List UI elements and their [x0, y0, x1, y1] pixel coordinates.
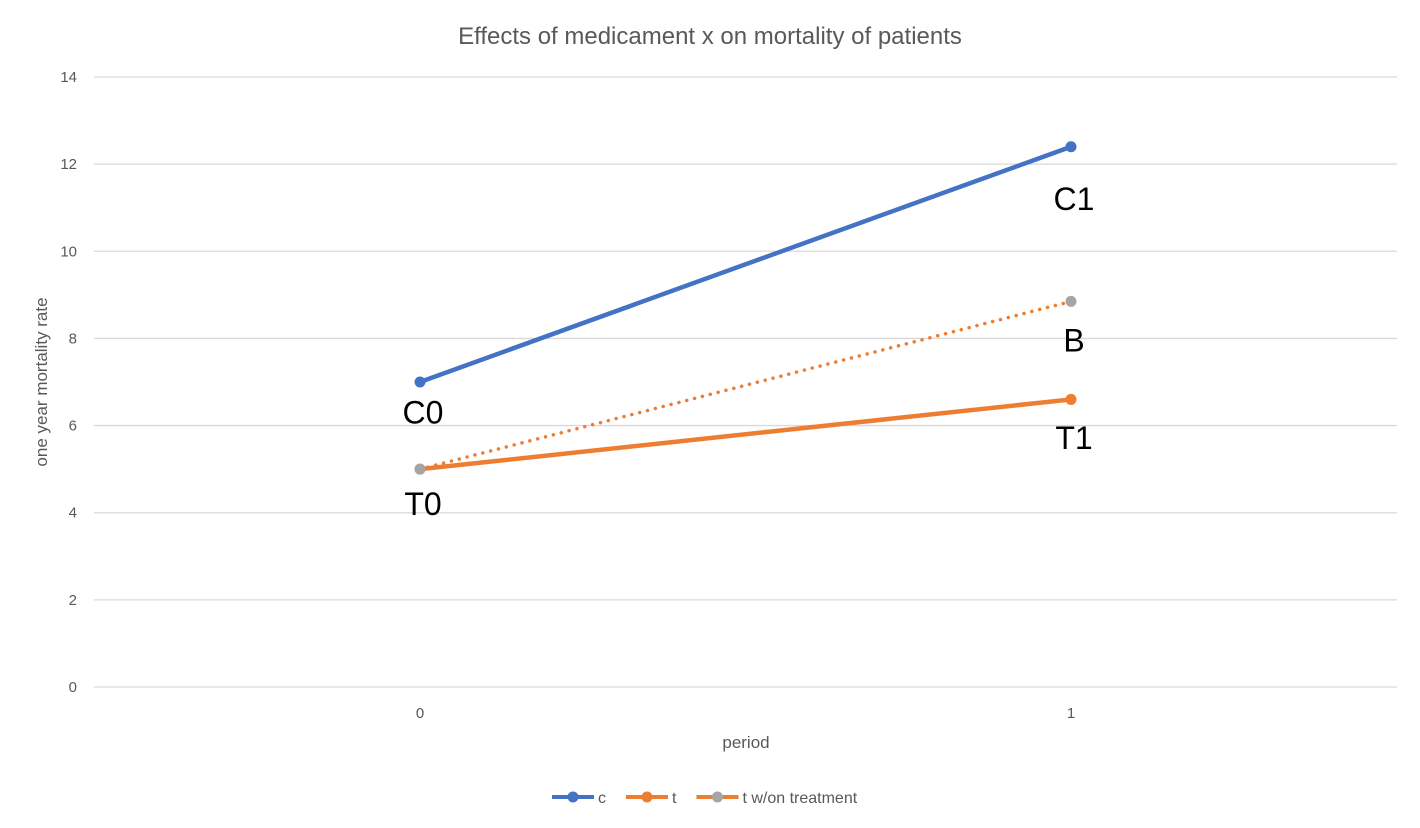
data-point — [1065, 393, 1077, 405]
y-tick-label: 14 — [60, 69, 77, 86]
legend-swatch-marker — [567, 791, 579, 803]
series-line — [419, 144, 1072, 385]
y-tick-label: 8 — [69, 330, 77, 347]
legend: c t t w/on treatment — [552, 790, 858, 807]
point-label: T0 — [404, 486, 441, 522]
data-point — [1065, 295, 1077, 307]
legend-item: t — [626, 790, 677, 807]
point-label: T1 — [1055, 420, 1092, 456]
legend-label: t — [672, 790, 677, 807]
y-tick-label: 12 — [60, 156, 77, 173]
y-axis-ticks: 0 2 4 6 8 10 12 14 — [60, 69, 77, 696]
legend-label: t w/on treatment — [742, 790, 857, 807]
data-point — [414, 463, 426, 475]
legend-swatch-marker — [641, 791, 653, 803]
legend-label: c — [598, 790, 606, 807]
series-2 — [414, 393, 1077, 475]
series-line — [418, 299, 1073, 471]
x-tick-label: 1 — [1067, 705, 1075, 722]
legend-item: c — [552, 790, 606, 807]
series-line — [419, 397, 1072, 472]
x-tick-label: 0 — [416, 705, 424, 722]
y-tick-label: 10 — [60, 243, 77, 260]
y-tick-label: 6 — [69, 418, 77, 435]
point-label: B — [1063, 323, 1084, 359]
legend-item: t w/on treatment — [696, 790, 858, 807]
y-axis-label: one year mortality rate — [32, 297, 51, 466]
data-point — [414, 376, 426, 388]
y-tick-label: 2 — [69, 592, 77, 609]
chart-title: Effects of medicament x on mortality of … — [458, 23, 962, 50]
series-3 — [414, 295, 1077, 475]
gridlines — [94, 76, 1397, 688]
series-group — [414, 141, 1077, 475]
x-axis-label: period — [722, 733, 769, 752]
series-1 — [414, 141, 1077, 388]
point-label: C1 — [1054, 181, 1095, 217]
point-annotations: C0 T0 C1 B T1 — [403, 181, 1095, 522]
y-tick-label: 4 — [69, 505, 77, 522]
y-tick-label: 0 — [69, 679, 77, 696]
point-label: C0 — [403, 395, 444, 431]
legend-swatch-marker — [711, 791, 723, 803]
data-point — [1065, 141, 1077, 153]
